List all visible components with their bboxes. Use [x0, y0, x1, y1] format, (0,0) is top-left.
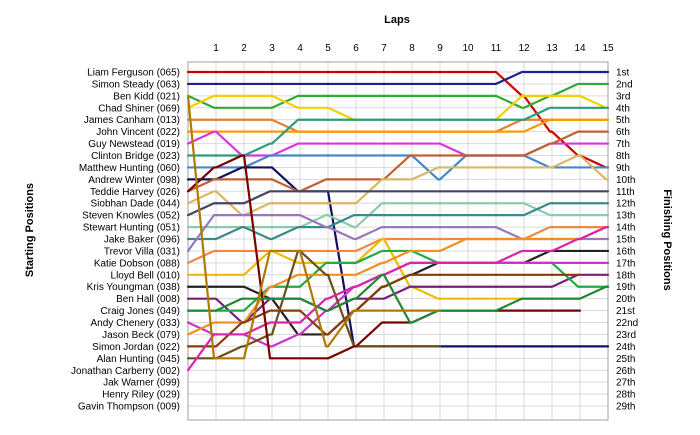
racer-position-line [186, 70, 610, 86]
finishing-position-label: 22nd [616, 318, 638, 329]
finishing-position-label: 21st [616, 306, 635, 317]
lap-tick-label: 13 [546, 43, 558, 54]
finishing-position-label: 15th [616, 235, 635, 246]
starting-position-label: Liam Ferguson (065) [87, 68, 180, 79]
finishing-position-label: 12th [616, 199, 635, 210]
finishing-position-label: 18th [616, 270, 635, 281]
starting-position-label: Teddie Harvey (026) [90, 187, 180, 198]
lap-tick-label: 11 [491, 43, 502, 54]
lap-tick-label: 14 [574, 43, 586, 54]
starting-position-label: Chad Shiner (069) [98, 103, 180, 114]
starting-position-label: Clinton Bridge (023) [91, 151, 180, 162]
finishing-position-label: 2nd [616, 79, 633, 90]
starting-position-label: Simon Steady (063) [92, 79, 180, 90]
finishing-position-label: 10th [616, 175, 635, 186]
starting-position-label: John Vincent (022) [96, 127, 180, 138]
finishing-position-label: 14th [616, 223, 635, 234]
lap-tick-label: 12 [518, 43, 530, 54]
finishing-position-label: 4th [616, 103, 630, 114]
starting-position-label: Andrew Winter (098) [88, 175, 180, 186]
lap-tick-label: 10 [462, 43, 474, 54]
top-axis-title: Laps [384, 14, 410, 26]
finishing-position-label: 16th [616, 246, 635, 257]
racer-position-line [186, 154, 610, 181]
racer-position-line [186, 106, 610, 157]
starting-position-label: Stewart Hunting (051) [83, 223, 180, 234]
lap-tick-label: 3 [269, 43, 275, 54]
lap-tick-label: 9 [437, 43, 443, 54]
finishing-position-label: 13th [616, 211, 635, 222]
finishing-position-label: 7th [616, 139, 630, 150]
starting-position-label: Simon Jordan (022) [92, 342, 180, 353]
racer-position-line [186, 190, 610, 217]
racer-position-line [186, 118, 610, 133]
lap-tick-label: 4 [297, 43, 303, 54]
starting-position-label: Steven Knowles (052) [82, 211, 180, 222]
starting-position-label: Guy Newstead (019) [88, 139, 180, 150]
starting-position-label: Matthew Hunting (060) [79, 163, 180, 174]
starting-position-label: Katie Dobson (088) [94, 258, 180, 269]
racer-position-line [186, 214, 610, 253]
starting-position-label: Jason Beck (079) [102, 330, 180, 341]
starting-position-label: Gavin Thompson (009) [78, 402, 180, 413]
starting-position-label: Kris Youngman (038) [87, 282, 180, 293]
plot-frame [187, 61, 609, 421]
racer-position-line [186, 273, 610, 324]
lap-tick-label: 5 [325, 43, 331, 54]
starting-position-label: Siobhan Dade (044) [90, 199, 180, 210]
starting-position-label: James Canham (013) [84, 115, 180, 126]
lap-tick-label: 2 [241, 43, 247, 54]
finishing-position-label: 19th [616, 282, 635, 293]
finishing-position-label: 24th [616, 342, 635, 353]
starting-position-label: Craig Jones (049) [101, 306, 180, 317]
racer-position-line [186, 70, 610, 169]
lap-tick-label: 7 [381, 43, 387, 54]
starting-position-label: Jak Warner (099) [103, 378, 180, 389]
finishing-position-label: 5th [616, 115, 630, 126]
starting-position-label: Jake Baker (096) [104, 235, 180, 246]
finishing-position-label: 9th [616, 163, 630, 174]
finishing-position-label: 3rd [616, 91, 630, 102]
left-axis-title: Starting Positions [24, 183, 36, 277]
starting-position-label: Jonathan Carberry (002) [71, 366, 180, 377]
racer-position-line [186, 202, 610, 229]
finishing-position-label: 28th [616, 390, 635, 401]
finishing-position-label: 26th [616, 366, 635, 377]
starting-position-label: Andy Chenery (033) [91, 318, 181, 329]
starting-position-label: Lloyd Bell (010) [111, 270, 180, 281]
finishing-position-label: 8th [616, 151, 630, 162]
lap-tick-label: 8 [409, 43, 415, 54]
starting-position-label: Ben Hall (008) [116, 294, 180, 305]
series-lines [186, 70, 610, 372]
finishing-position-label: 6th [616, 127, 630, 138]
right-axis-title: Finishing Positions [661, 189, 673, 290]
finishing-position-label: 27th [616, 378, 635, 389]
finishing-position-label: 23rd [616, 330, 636, 341]
finishing-position-label: 29th [616, 402, 635, 413]
finishing-position-label: 25th [616, 354, 635, 365]
grid [188, 62, 609, 420]
starting-position-label: Alan Hunting (045) [97, 354, 180, 365]
starting-position-label: Ben Kidd (021) [113, 91, 180, 102]
starting-position-label: Henry Riley (029) [102, 390, 180, 401]
starting-position-label: Trevor Villa (031) [104, 246, 180, 257]
lap-tick-label: 1 [213, 43, 219, 54]
racer-position-line [186, 130, 610, 193]
finishing-position-label: 1st [616, 68, 630, 79]
lap-tick-label: 15 [602, 43, 614, 54]
finishing-position-label: 17th [616, 258, 635, 269]
lap-tick-label: 6 [353, 43, 359, 54]
racer-position-line [186, 94, 442, 360]
finishing-position-label: 20th [616, 294, 635, 305]
finishing-position-label: 11th [616, 187, 635, 198]
